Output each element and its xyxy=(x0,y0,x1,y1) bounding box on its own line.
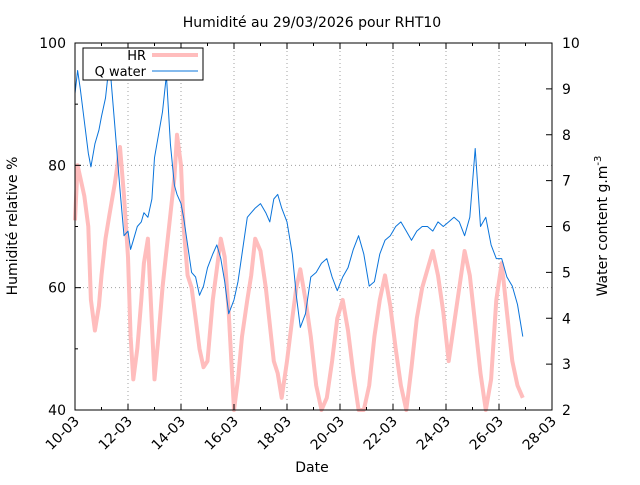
x-tick-label: 14-03 xyxy=(149,414,189,454)
x-tick-label: 18-03 xyxy=(255,414,295,454)
ticks-layer: 10-03 12-03 14-03 16-03 18-03 20-03 22-03 24-03… xyxy=(39,36,580,454)
x-tick-label: 12-03 xyxy=(96,414,136,454)
x-tick-label: 22-03 xyxy=(361,414,401,454)
series-line-hr xyxy=(73,132,525,412)
y2-tick-label: 8 xyxy=(562,128,571,144)
y2-tick-label: 3 xyxy=(562,357,571,373)
y2-tick-label: 4 xyxy=(562,311,571,327)
y2-tick-label: 5 xyxy=(562,265,571,281)
x-tick-label: 28-03 xyxy=(520,414,560,454)
legend-label-q-water: Q water xyxy=(95,65,147,80)
series-layer xyxy=(73,60,525,412)
x-axis-title: Date xyxy=(295,460,328,476)
x-tick-label: 20-03 xyxy=(308,414,348,454)
legend-label-hr: HR xyxy=(127,49,146,64)
legend: HR Q water xyxy=(82,47,204,81)
x-tick-label: 10-03 xyxy=(43,414,83,454)
y2-axis-title-exponent: -3 xyxy=(593,156,604,166)
y-tick-label: 60 xyxy=(48,281,66,297)
y-tick-label: 100 xyxy=(39,36,66,52)
y2-axis-title: Water content g.m-3 xyxy=(593,156,611,297)
y2-tick-label: 9 xyxy=(562,82,571,98)
x-tick-label: 24-03 xyxy=(414,414,454,454)
series-line-q-water xyxy=(74,60,524,337)
y-axis-title: Humidité relative % xyxy=(5,157,21,296)
y2-tick-label: 10 xyxy=(562,36,580,52)
y-tick-label: 80 xyxy=(48,158,66,174)
chart-title: Humidité au 29/03/2026 pour RHT10 xyxy=(183,15,441,31)
y2-tick-label: 7 xyxy=(562,174,571,190)
y2-tick-label: 2 xyxy=(562,403,571,419)
y2-tick-label: 6 xyxy=(562,220,571,236)
y2-axis-title-main: Water content g.m xyxy=(595,166,611,297)
x-tick-label: 26-03 xyxy=(467,414,507,454)
y-tick-label: 40 xyxy=(48,403,66,419)
x-tick-label: 16-03 xyxy=(202,414,242,454)
